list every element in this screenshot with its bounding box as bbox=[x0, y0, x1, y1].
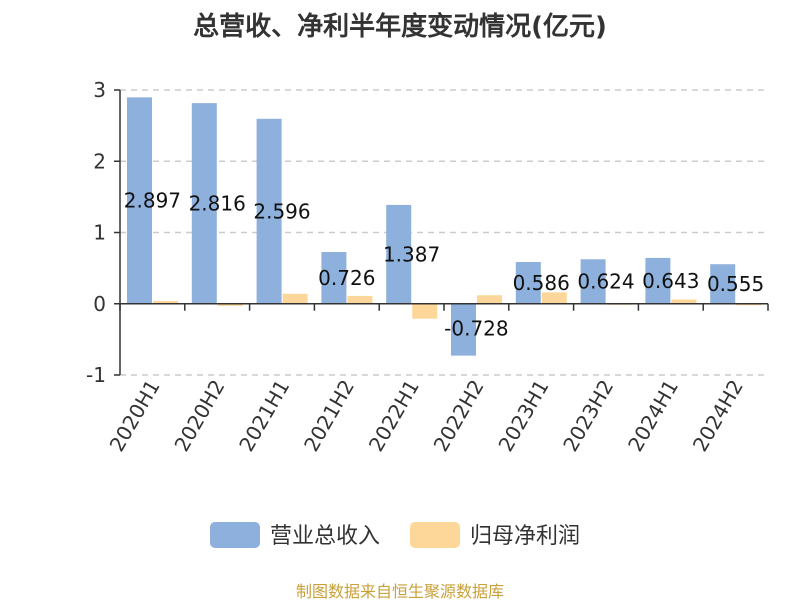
bar-revenue bbox=[645, 257, 671, 304]
bar-revenue bbox=[127, 97, 152, 304]
y-tick-label: 1 bbox=[93, 221, 106, 245]
x-tick-label: 2022H1 bbox=[364, 376, 424, 456]
data-label: 0.555 bbox=[707, 272, 764, 296]
bar-revenue bbox=[256, 118, 282, 304]
bar-revenue bbox=[321, 252, 347, 304]
y-tick-label: -1 bbox=[86, 363, 106, 387]
bar-revenue bbox=[515, 261, 541, 304]
legend-label-revenue: 营业总收入 bbox=[270, 524, 380, 549]
bar-revenue bbox=[451, 303, 476, 356]
x-tick-label: 2024H2 bbox=[688, 376, 748, 456]
x-tick-label: 2020H1 bbox=[105, 376, 165, 456]
data-label: 2.897 bbox=[124, 189, 181, 213]
data-label: 1.387 bbox=[383, 242, 440, 266]
bar-net-profit bbox=[347, 295, 373, 304]
bar-revenue bbox=[191, 103, 217, 304]
data-label: 0.624 bbox=[577, 270, 634, 294]
bar-net-profit bbox=[153, 300, 178, 304]
legend-swatch-net-profit bbox=[410, 522, 460, 548]
bar-net-profit bbox=[217, 303, 243, 306]
bar-net-profit bbox=[541, 292, 567, 304]
bar-net-profit bbox=[282, 293, 308, 304]
x-tick-label: 2021H1 bbox=[234, 376, 294, 456]
bar-revenue bbox=[580, 259, 606, 304]
data-label: 2.816 bbox=[189, 191, 246, 215]
chart-title: 总营收、净利半年度变动情况(亿元) bbox=[193, 12, 607, 42]
bar-net-profit bbox=[671, 299, 697, 304]
y-tick-label: 2 bbox=[93, 149, 106, 173]
y-tick-label: 0 bbox=[93, 292, 106, 316]
source-note: 制图数据来自恒生聚源数据库 bbox=[295, 582, 504, 601]
legend-swatch-revenue bbox=[210, 522, 260, 548]
data-label: -0.728 bbox=[444, 317, 508, 341]
x-tick-label: 2022H2 bbox=[429, 376, 489, 456]
x-tick-label: 2024H1 bbox=[623, 376, 683, 456]
y-tick-label: 3 bbox=[93, 78, 106, 102]
data-label: 0.726 bbox=[318, 266, 375, 290]
data-label: 2.596 bbox=[253, 199, 310, 223]
x-tick-label: 2023H2 bbox=[558, 376, 618, 456]
bar-revenue bbox=[710, 264, 736, 304]
x-tick-label: 2020H2 bbox=[169, 376, 229, 456]
data-label: 0.586 bbox=[513, 271, 570, 295]
data-label: 0.643 bbox=[642, 269, 699, 293]
bar-net-profit bbox=[477, 295, 502, 304]
bar-revenue bbox=[386, 204, 412, 304]
x-tick-label: 2023H1 bbox=[493, 376, 553, 456]
bar-net-profit bbox=[412, 303, 438, 319]
legend-label-net-profit: 归母净利润 bbox=[470, 524, 580, 549]
x-tick-label: 2021H2 bbox=[299, 376, 359, 456]
